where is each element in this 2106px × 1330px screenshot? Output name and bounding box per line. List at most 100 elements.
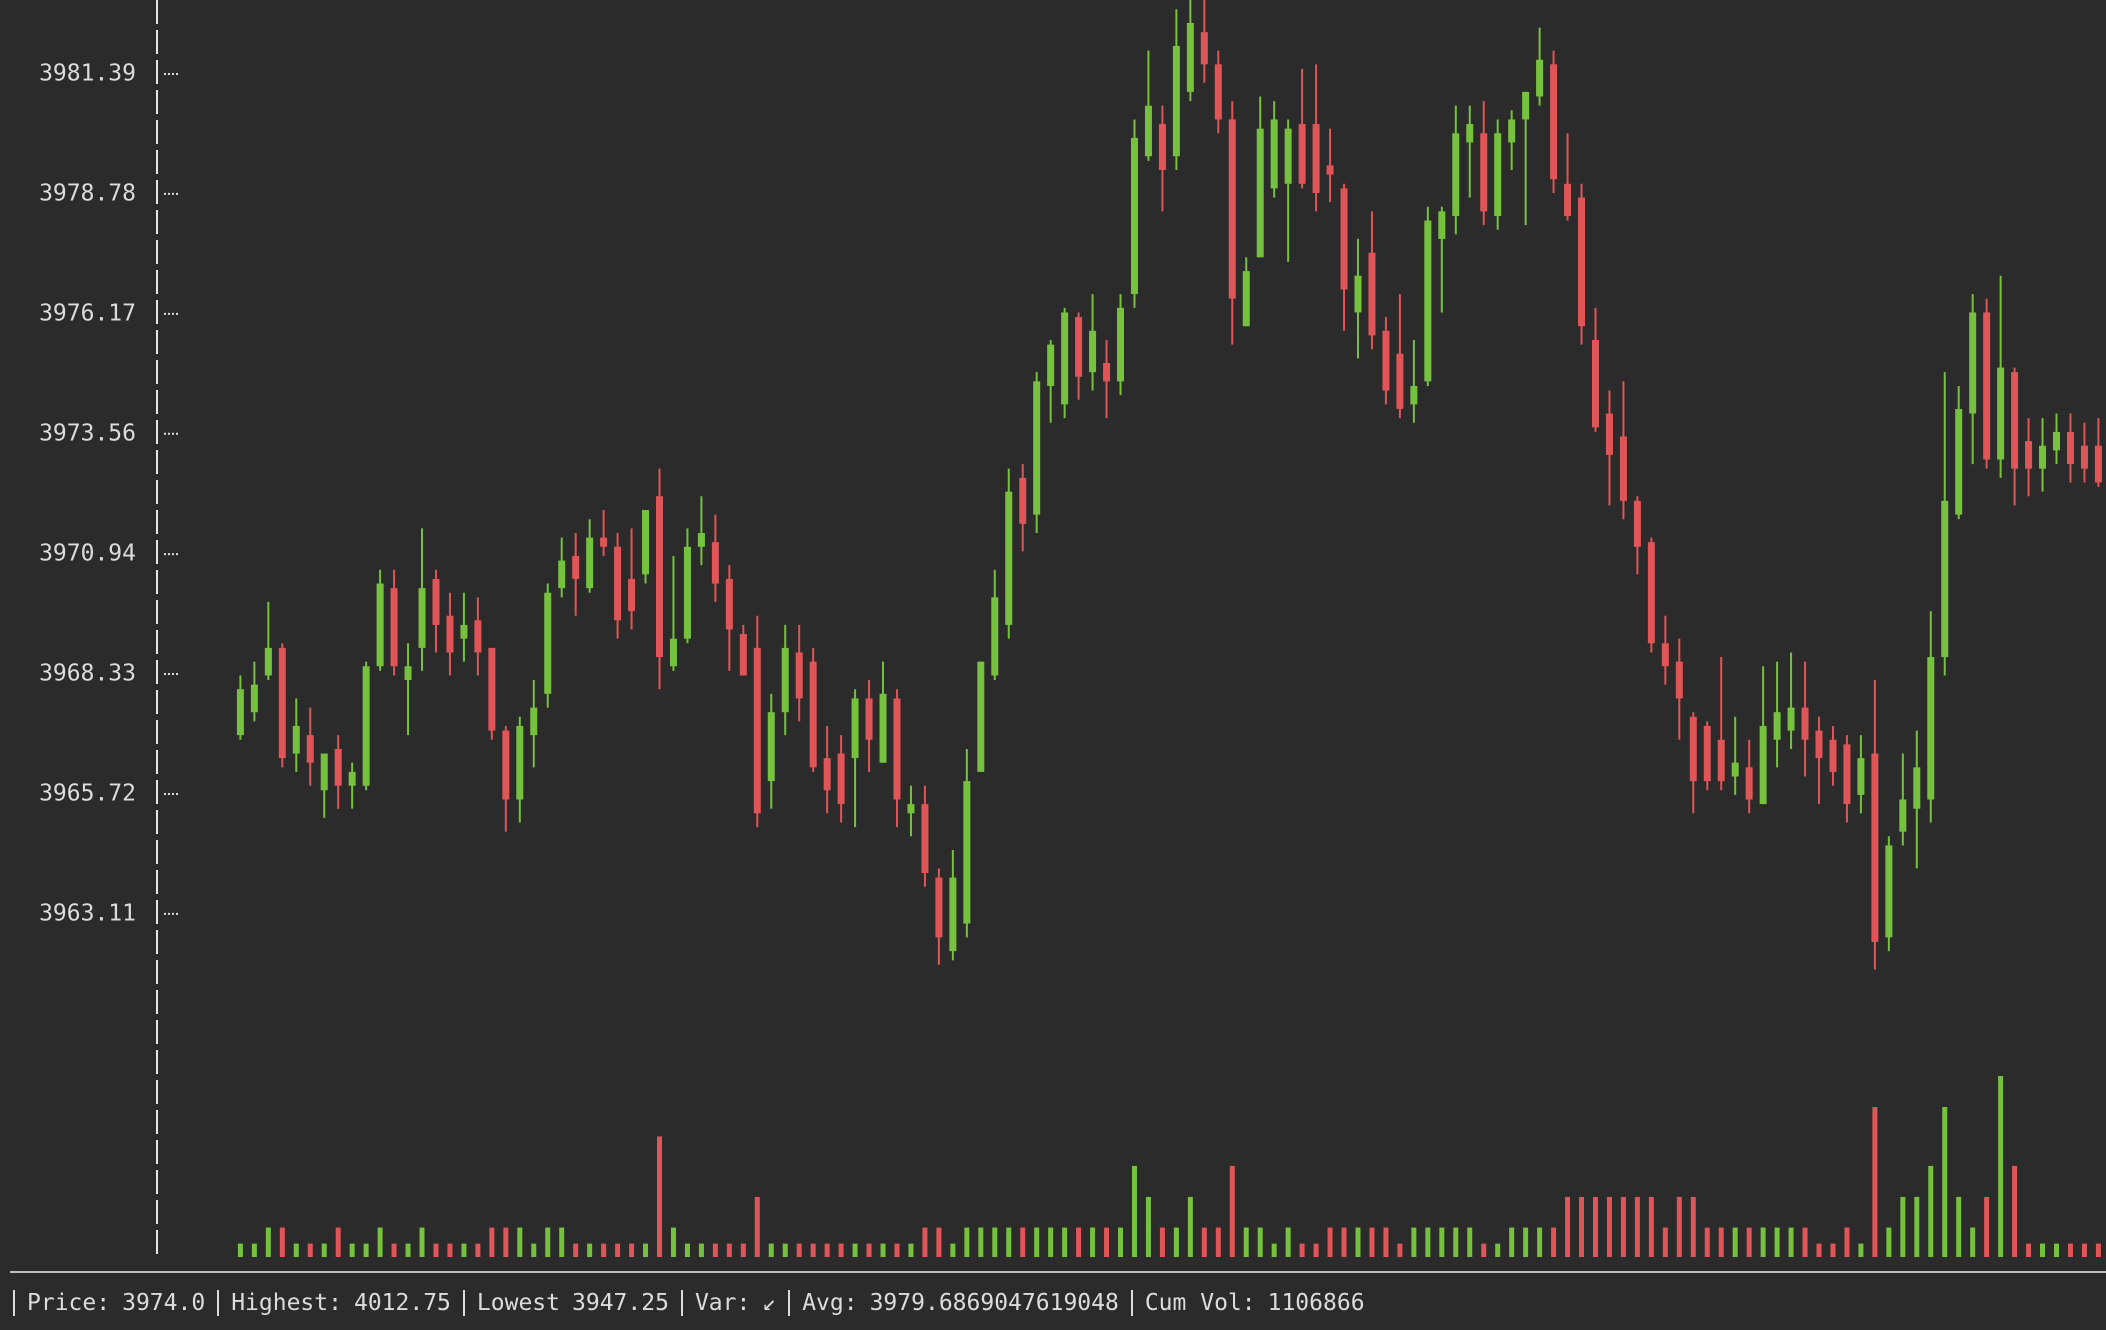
candle-body — [1564, 183, 1572, 216]
candle-body — [1214, 64, 1222, 120]
volume-bar — [1886, 1227, 1892, 1257]
volume-bar — [698, 1243, 704, 1257]
candle-body — [1494, 133, 1502, 216]
volume-bar — [475, 1243, 481, 1257]
candle-body — [1172, 45, 1180, 157]
volume-bar — [1439, 1227, 1445, 1257]
candle-body — [865, 698, 873, 740]
candle-body — [1647, 542, 1655, 644]
candle-body — [1298, 124, 1306, 184]
candle-body — [502, 730, 510, 800]
chart: 3963.11 3965.72 3968.33 3970.94 3973.56 3976.… — [10, 0, 2106, 1273]
candle-body — [1871, 753, 1879, 942]
candle-body — [2011, 372, 2019, 469]
candle-body — [404, 666, 412, 681]
volume-bar — [307, 1243, 313, 1257]
candle-body — [628, 578, 636, 612]
candle-body — [907, 804, 915, 814]
candle-body — [851, 698, 859, 759]
volume-bar — [1257, 1227, 1263, 1257]
status-value: 3947.25 — [572, 1290, 669, 1316]
volume-bar — [1327, 1227, 1333, 1257]
candle-body — [446, 615, 454, 653]
candle-body — [711, 542, 719, 584]
volume-bar — [2040, 1243, 2046, 1257]
y-tick-label: 3963.11 — [39, 900, 136, 926]
volume-bar — [1788, 1227, 1794, 1257]
volume-bar — [629, 1243, 635, 1257]
volume-bar — [419, 1227, 425, 1257]
status-label: Highest: — [231, 1290, 342, 1316]
volume-bar — [796, 1243, 802, 1257]
candle-body — [558, 560, 566, 589]
candle-body — [586, 537, 594, 589]
candle-body — [921, 804, 929, 874]
y-tick-label: 3968.33 — [39, 661, 136, 687]
volume-bar — [1104, 1227, 1110, 1257]
candle-body — [362, 666, 370, 786]
candle-body — [642, 510, 650, 575]
candle-body — [1424, 220, 1432, 382]
separator — [217, 1290, 220, 1316]
candle-body — [1452, 133, 1460, 216]
candle-body — [1801, 707, 1809, 740]
volume-bar — [964, 1227, 970, 1257]
candle-body — [2025, 441, 2033, 469]
volume-bar — [1076, 1227, 1082, 1257]
candle-body — [320, 753, 328, 791]
volume-bar — [349, 1243, 355, 1257]
candle-body — [306, 735, 314, 763]
volume-bar — [251, 1243, 257, 1257]
volume-bar — [503, 1227, 509, 1257]
candle-body — [1438, 211, 1446, 239]
volume-bar — [684, 1243, 690, 1257]
candle-body — [669, 638, 677, 667]
candle-body — [348, 771, 356, 786]
candle-body — [432, 578, 440, 625]
volume-bar — [768, 1243, 774, 1257]
y-tick-label: 3973.56 — [39, 420, 136, 446]
volume-bar — [321, 1243, 327, 1257]
volume-bar — [1774, 1227, 1780, 1257]
volume-bar — [1397, 1243, 1403, 1257]
candle-body — [1605, 413, 1613, 455]
volume-bar — [447, 1243, 453, 1257]
volume-bar — [573, 1243, 579, 1257]
volume-bar — [1187, 1196, 1193, 1257]
volume-bar — [1271, 1243, 1277, 1257]
candle-body — [1675, 661, 1683, 699]
volume-bar — [1034, 1227, 1040, 1257]
candle-body — [1997, 367, 2005, 460]
candle-body — [977, 661, 985, 772]
candle-body — [1186, 22, 1194, 92]
candle-body — [991, 597, 999, 676]
status-label: Cum Vol: — [1144, 1290, 1256, 1316]
candle-body — [1619, 436, 1627, 501]
volume-bar — [1802, 1227, 1808, 1257]
candle-body — [1382, 330, 1390, 391]
candle-body — [264, 647, 272, 676]
candle-body — [1326, 165, 1334, 175]
volume-bar — [1145, 1196, 1151, 1257]
candle-body — [1661, 643, 1669, 667]
candle-body — [1550, 64, 1558, 180]
candle-body — [963, 781, 971, 924]
candle-body — [823, 758, 831, 791]
volume-bar — [1648, 1196, 1654, 1257]
candle-body — [1899, 799, 1907, 832]
candle-body — [1284, 128, 1292, 184]
volume-bar — [1676, 1196, 1682, 1257]
volume-bar — [1942, 1106, 1948, 1257]
y-tick-label: 3970.94 — [39, 541, 136, 567]
candle-body — [390, 588, 398, 667]
volume-bar — [726, 1243, 732, 1257]
candle-body — [572, 555, 580, 579]
candle-body — [1983, 312, 1991, 460]
volume-bar — [1914, 1196, 1920, 1257]
volume-bar — [1634, 1196, 1640, 1257]
volume-bar — [1760, 1227, 1766, 1257]
candle-body — [418, 588, 426, 648]
status-value: 3974.0 — [122, 1290, 206, 1316]
volume-bar — [265, 1227, 271, 1257]
volume-bar — [335, 1227, 341, 1257]
